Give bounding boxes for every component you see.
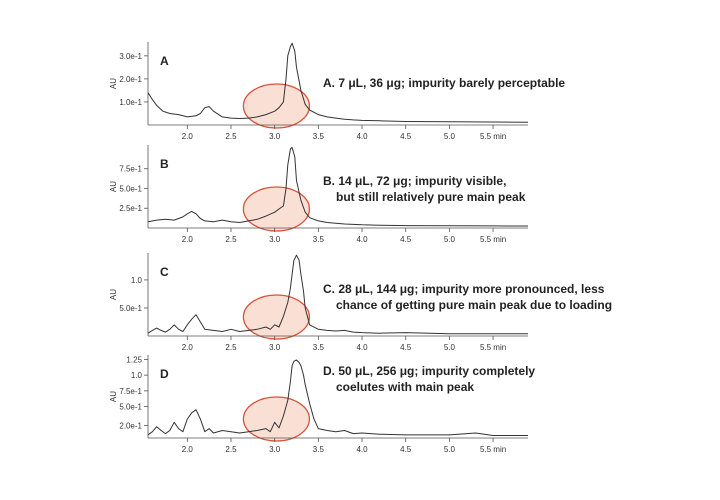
panel-c-x-tick-label-0: 2.0 <box>182 343 194 352</box>
panel-d-x-tick-label-5: 4.5 <box>400 445 412 454</box>
panel-c-x-tick-label-7: 5.5 min <box>480 343 506 352</box>
panel-a-x-tick-label-1: 2.5 <box>225 132 237 141</box>
panel-c-x-tick-label-6: 5.0 <box>444 343 456 352</box>
panel-a-annotation-line-0: A. 7 μL, 36 μg; impurity barely percepta… <box>323 76 565 90</box>
panel-c-impurity-highlight <box>242 294 311 340</box>
panel-c-x-tick-label-1: 2.5 <box>225 343 237 352</box>
panel-a-x-tick-label-7: 5.5 min <box>480 132 506 141</box>
panel-a-letter: A <box>160 54 169 68</box>
panel-d-y-tick-label-3: 1.0 <box>131 371 143 380</box>
panel-a-x-tick-label-2: 3.0 <box>269 132 281 141</box>
panel-d-x-tick-label-0: 2.0 <box>182 445 194 454</box>
panel-b-letter: B <box>160 157 169 171</box>
panel-b-x-tick-label-5: 4.5 <box>400 235 412 244</box>
panel-a-x-tick-label-5: 4.5 <box>400 132 412 141</box>
panel-b-x-tick-label-1: 2.5 <box>225 235 237 244</box>
panel-a-y-tick-label-0: 1.0e-1 <box>119 98 142 107</box>
panel-a-trace <box>147 42 529 123</box>
panel-a-y-tick-label-1: 2.0e-1 <box>119 75 142 84</box>
panel-d-x-tick-label-1: 2.5 <box>225 445 237 454</box>
panel-c-y-tick-label-0: 5.0e-1 <box>119 304 142 313</box>
panel-b-trace <box>147 146 529 227</box>
panel-d-impurity-highlight <box>242 396 311 442</box>
panel-a-x-tick-label-6: 5.0 <box>444 132 456 141</box>
panel-d-annotation-line-1: coelutes with main peak <box>336 380 474 394</box>
panel-d-x-tick-label-4: 4.0 <box>356 445 368 454</box>
panel-a-y-axis-label: AU <box>109 78 118 89</box>
panel-b-x-tick-label-3: 3.5 <box>313 235 325 244</box>
panel-d-y-tick-label-0: 2.0e-1 <box>119 421 142 430</box>
panel-c-annotation-line-1: chance of getting pure main peak due to … <box>336 298 612 312</box>
panel-d-y-tick-label-4: 1.25 <box>126 355 142 364</box>
panel-b-x-tick-label-4: 4.0 <box>356 235 368 244</box>
panel-c-x-tick-label-4: 4.0 <box>356 343 368 352</box>
panel-d-y-tick-label-2: 7.5e-1 <box>119 387 142 396</box>
panel-b-x-tick-label-6: 5.0 <box>444 235 456 244</box>
panel-b-annotation-line-0: B. 14 μL, 72 μg; impurity visible, <box>323 174 506 188</box>
panel-b-x-tick-label-7: 5.5 min <box>480 235 506 244</box>
panel-d-annotation-line-0: D. 50 μL, 256 μg; impurity completely <box>323 364 535 378</box>
panel-a-x-tick-label-0: 2.0 <box>182 132 194 141</box>
panel-c-y-axis-label: AU <box>109 289 118 300</box>
panel-c-y-tick-label-1: 1.0 <box>131 276 143 285</box>
panel-b-impurity-highlight <box>242 186 311 232</box>
panel-a-y-tick-label-2: 3.0e-1 <box>119 52 142 61</box>
panel-d-y-tick-label-1: 5.0e-1 <box>119 403 142 412</box>
panel-a-x-tick-label-4: 4.0 <box>356 132 368 141</box>
panel-b-x-tick-label-2: 3.0 <box>269 235 281 244</box>
panel-c-x-tick-label-2: 3.0 <box>269 343 281 352</box>
panel-d-trace <box>147 359 528 436</box>
panel-b-y-axis-label: AU <box>109 181 118 192</box>
panel-d-x-tick-label-7: 5.5 min <box>480 445 506 454</box>
panel-b-y-tick-label-2: 7.5e-1 <box>119 165 142 174</box>
panel-c-annotation-line-0: C. 28 μL, 144 μg; impurity more pronounc… <box>323 282 605 296</box>
panel-c-x-tick-label-5: 4.5 <box>400 343 412 352</box>
panel-d-x-tick-label-2: 3.0 <box>269 445 281 454</box>
panel-b-annotation-line-1: but still relatively pure main peak <box>336 190 526 204</box>
panel-b-y-tick-label-1: 5.0e-1 <box>119 184 142 193</box>
panel-d-x-tick-label-6: 5.0 <box>444 445 456 454</box>
panel-b-x-tick-label-0: 2.0 <box>182 235 194 244</box>
panel-d-x-tick-label-3: 3.5 <box>313 445 325 454</box>
panel-c-x-tick-label-3: 3.5 <box>313 343 325 352</box>
panel-d-letter: D <box>160 367 169 381</box>
panel-c-trace <box>147 254 528 335</box>
panel-b-y-tick-label-0: 2.5e-1 <box>119 204 142 213</box>
panel-a-impurity-highlight <box>242 83 311 129</box>
panel-c-letter: C <box>160 265 169 279</box>
panel-d-y-axis-label: AU <box>109 391 118 402</box>
panel-a-x-tick-label-3: 3.5 <box>313 132 325 141</box>
